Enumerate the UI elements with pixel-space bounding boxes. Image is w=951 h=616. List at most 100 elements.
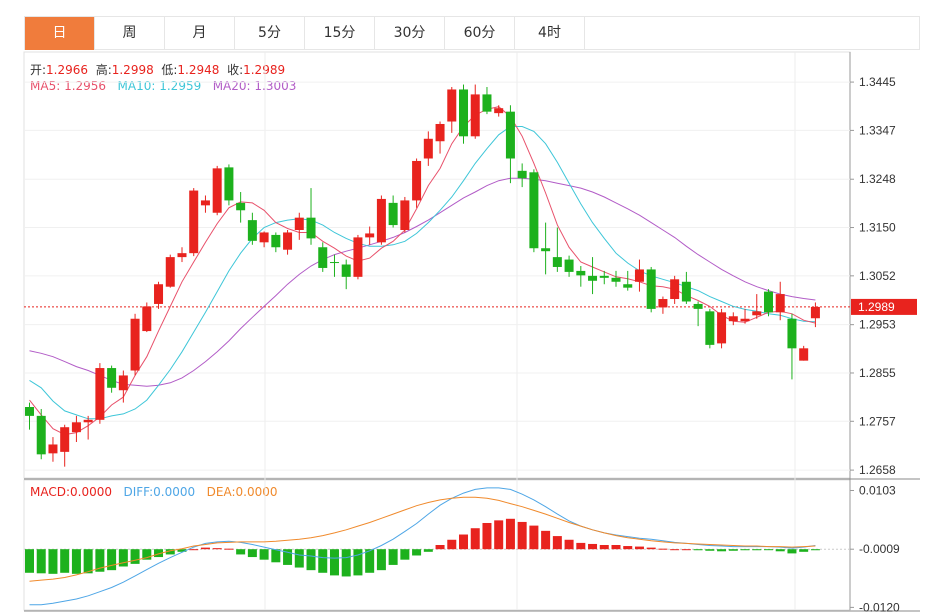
macd-bar — [306, 549, 316, 571]
open-value: 1.2966 — [46, 63, 89, 77]
macd-bar — [459, 534, 469, 550]
macd-bar — [353, 549, 363, 576]
candle-body — [623, 284, 633, 288]
candle-body — [763, 291, 773, 313]
candle-body — [247, 220, 257, 241]
macd-bar — [189, 549, 199, 551]
tab-5[interactable]: 30分 — [375, 17, 445, 50]
candle-body — [236, 202, 246, 211]
macd-panel-frame — [23, 479, 851, 611]
macd-bar — [576, 542, 586, 550]
candle-body — [681, 281, 691, 302]
macd-bar — [60, 549, 70, 573]
tab-6[interactable]: 60分 — [445, 17, 515, 50]
macd-bar — [517, 521, 527, 550]
candle-body — [177, 253, 187, 258]
dea-label: DEA: — [206, 485, 236, 499]
macd-bar — [717, 549, 727, 552]
macd-bar — [376, 549, 386, 571]
diff-value: 0.0000 — [153, 485, 196, 499]
candle-body — [353, 237, 363, 277]
candle-body — [564, 259, 574, 272]
candle-body — [529, 172, 539, 249]
candle-body — [611, 277, 621, 282]
macd-bar — [271, 549, 281, 563]
ma5-value: 1.2956 — [64, 79, 107, 93]
macd-bar — [236, 549, 246, 555]
y-tick-label-1: 1.3347 — [859, 123, 896, 137]
diff-line — [29, 487, 816, 606]
tab-1[interactable]: 周 — [95, 17, 165, 50]
macd-value: 0.0000 — [70, 485, 113, 499]
candle-body — [341, 264, 351, 277]
candle-body — [588, 275, 598, 281]
ma20-value: 1.3003 — [254, 79, 297, 93]
candle-body — [365, 233, 375, 238]
candle-body — [165, 257, 175, 287]
macd-bar — [681, 549, 691, 551]
tab-3[interactable]: 5分 — [235, 17, 305, 50]
candle-body — [224, 167, 234, 201]
macd-bar — [71, 549, 81, 574]
candle-body — [212, 168, 222, 213]
candle-body — [36, 415, 46, 455]
candle-body — [154, 284, 164, 304]
macd-bar — [447, 539, 457, 550]
tab-7[interactable]: 4时 — [515, 17, 585, 50]
macd-info: MACD:0.0000 DIFF:0.0000 DEA:0.0000 — [30, 485, 278, 499]
macd-bar — [505, 518, 515, 550]
ma5-line — [29, 106, 816, 436]
macd-bar — [787, 549, 797, 554]
close-value: 1.2989 — [243, 63, 286, 77]
high-label: 高: — [95, 63, 112, 77]
macd-bar — [83, 549, 93, 574]
low-value: 1.2948 — [177, 63, 220, 77]
candle-body — [541, 248, 551, 252]
macd-tick-label-2: -0.0120 — [859, 600, 900, 614]
candle-body — [494, 108, 504, 114]
candle-body — [799, 348, 809, 361]
ma10-line — [29, 126, 816, 420]
macd-bar — [25, 549, 34, 573]
candle-body — [48, 444, 58, 454]
tab-4[interactable]: 15分 — [305, 17, 375, 50]
y-tick-label-5: 1.2953 — [859, 318, 896, 332]
candle-body — [728, 316, 738, 322]
candle-body — [775, 294, 785, 313]
y-tick-label-0: 1.3445 — [859, 75, 896, 89]
macd-label: MACD: — [30, 485, 71, 499]
candle-body — [646, 269, 656, 309]
ma20-label: MA20: — [212, 79, 251, 93]
candle-body — [576, 270, 586, 276]
candle-body — [271, 234, 281, 248]
candle-body — [634, 269, 644, 282]
macd-bar — [48, 549, 58, 574]
candle-body — [376, 198, 386, 243]
y-tick-label-6: 1.2855 — [859, 366, 896, 380]
candle-body — [306, 217, 316, 239]
macd-bar — [154, 549, 164, 558]
dea-value: 0.0000 — [235, 485, 278, 499]
candle-body — [60, 427, 70, 452]
macd-bar — [658, 548, 668, 550]
tab-2[interactable]: 月 — [165, 17, 235, 50]
macd-bar — [107, 549, 117, 571]
candle-body — [388, 202, 398, 226]
tab-0[interactable]: 日 — [25, 17, 95, 50]
candle-body — [435, 123, 445, 142]
macd-bar — [810, 549, 820, 551]
macd-bar — [611, 545, 621, 550]
candle-body — [25, 407, 34, 416]
macd-bar — [623, 546, 633, 550]
macd-bar — [95, 549, 105, 572]
macd-bar — [599, 545, 609, 550]
y-tick-label-7: 1.2757 — [859, 414, 896, 428]
macd-bar — [329, 549, 339, 576]
candle-body — [658, 299, 668, 308]
candle-body — [752, 311, 762, 316]
macd-bar — [130, 549, 140, 564]
candle-body — [294, 217, 304, 230]
high-value: 1.2998 — [111, 63, 154, 77]
candle-body — [259, 232, 269, 243]
candle-body — [318, 247, 328, 268]
